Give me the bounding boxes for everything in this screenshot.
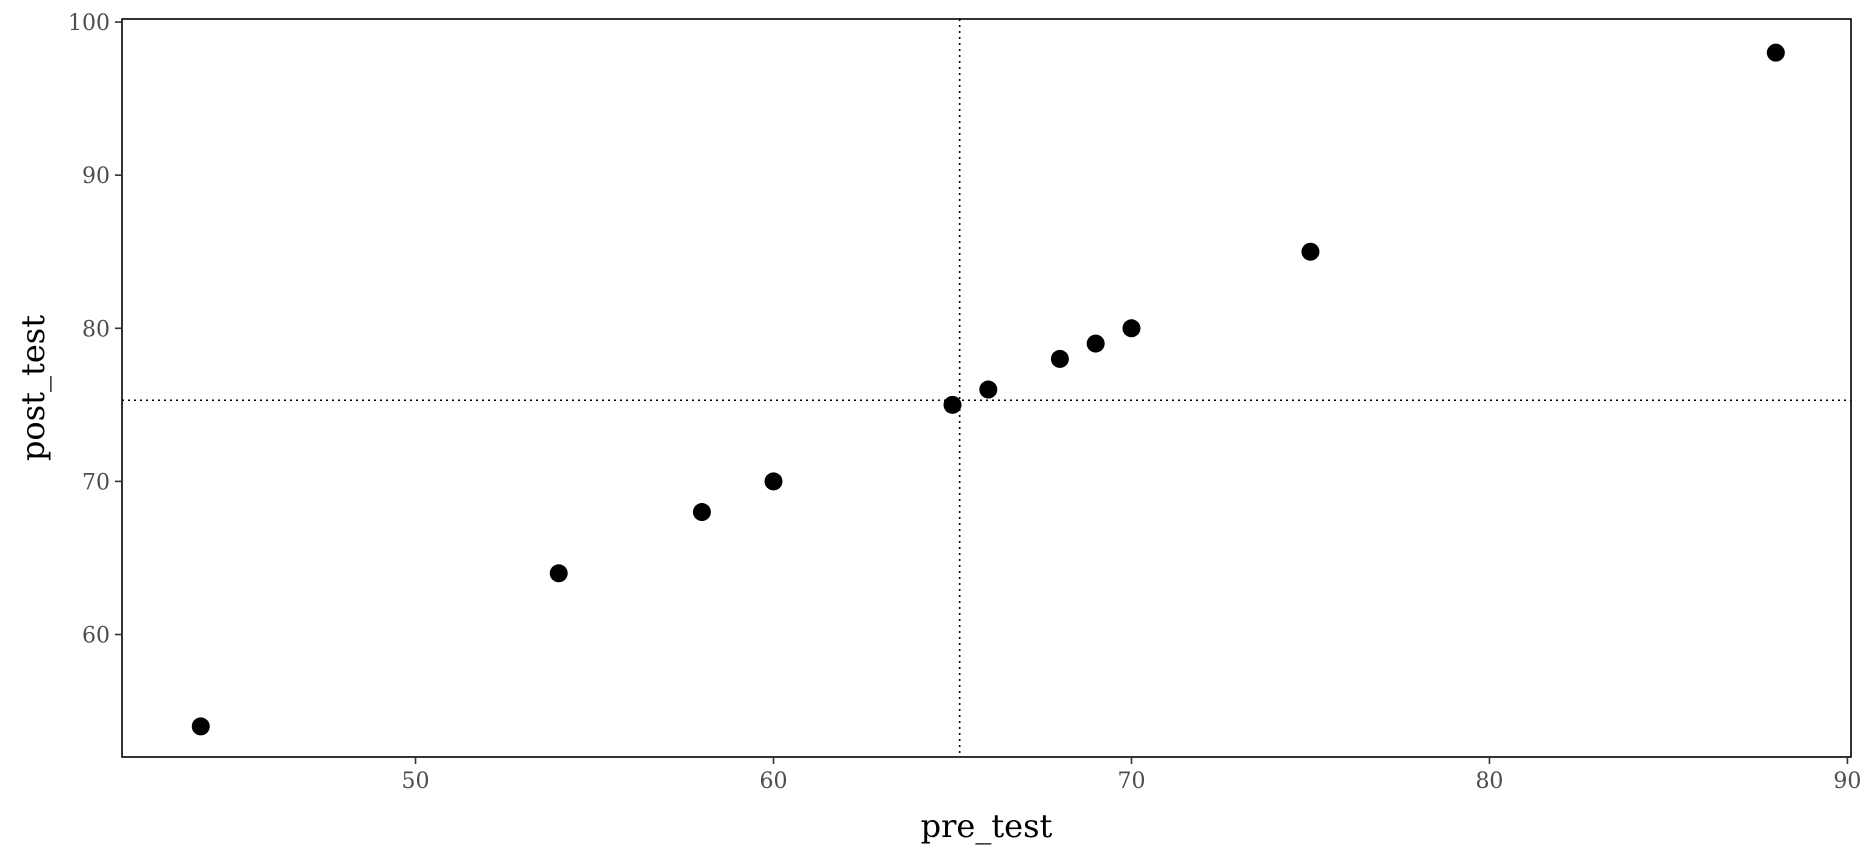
data-points [191, 43, 1785, 736]
y-axis-ticks: 60 70 80 90 100 [68, 11, 122, 649]
y-axis-title: post_test [14, 315, 52, 461]
data-point [1050, 349, 1069, 368]
data-point [1301, 242, 1320, 261]
x-axis-ticks: 50 60 70 80 90 [402, 757, 1861, 794]
data-point [191, 717, 210, 736]
data-point [549, 564, 568, 583]
x-tick-label: 70 [1117, 769, 1145, 794]
y-tick-label: 90 [82, 164, 110, 189]
x-tick-label: 80 [1475, 769, 1503, 794]
data-point [692, 503, 711, 522]
x-axis-title: pre_test [921, 807, 1053, 845]
y-tick-label: 60 [82, 624, 110, 649]
y-tick-label: 100 [68, 11, 110, 36]
data-point [979, 380, 998, 399]
data-point [764, 472, 783, 491]
y-tick-label: 70 [82, 470, 110, 495]
data-point [1086, 334, 1105, 353]
reference-lines [122, 19, 1851, 757]
data-point [943, 395, 962, 414]
x-tick-label: 50 [402, 769, 430, 794]
y-tick-label: 80 [82, 317, 110, 342]
data-point [1122, 319, 1141, 338]
data-point [1766, 43, 1785, 62]
plot-frame [121, 18, 1852, 758]
x-tick-label: 60 [760, 769, 788, 794]
x-tick-label: 90 [1833, 769, 1861, 794]
